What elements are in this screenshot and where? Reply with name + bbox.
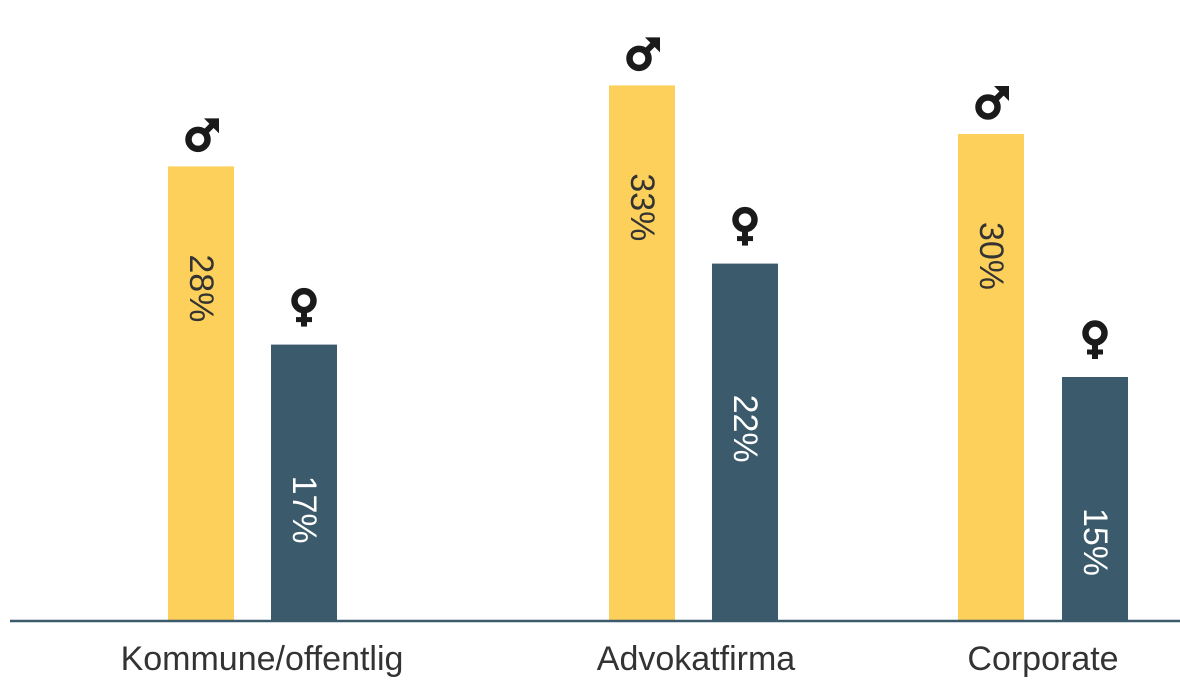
value-labels-group: 28% 17% 33% 22% 30% 15%	[182, 173, 1114, 576]
bar-kommune-offentlig-female	[271, 344, 337, 620]
value-label-kommune-offentlig-female: 17%	[285, 476, 323, 544]
category-label: Advokatfirma	[597, 640, 795, 678]
male-symbol-icon-kommune-offentlig	[185, 118, 219, 153]
female-symbol-icon-kommune-offentlig	[291, 287, 317, 327]
gender-symbols-group	[185, 37, 1108, 359]
bar-kommune-offentlig-male	[168, 166, 234, 620]
female-symbol-icon-advokatfirma	[732, 206, 758, 246]
value-label-corporate-male: 30%	[972, 222, 1010, 290]
bar-advokatfirma-male	[609, 85, 675, 620]
value-label-advokatfirma-male: 33%	[623, 173, 661, 241]
bar-corporate-female	[1062, 377, 1128, 620]
value-label-advokatfirma-female: 22%	[726, 395, 764, 463]
male-symbol-icon-advokatfirma	[626, 37, 660, 72]
bars-group	[168, 85, 1128, 620]
value-label-corporate-female: 15%	[1076, 508, 1114, 576]
bar-advokatfirma-female	[712, 263, 778, 620]
bar-corporate-male	[958, 134, 1024, 620]
category-label: Corporate	[967, 640, 1118, 678]
category-label: Kommune/offentlig	[121, 640, 404, 678]
male-symbol-icon-corporate	[975, 86, 1009, 120]
female-symbol-icon-corporate	[1082, 320, 1108, 359]
value-label-kommune-offentlig-male: 28%	[182, 254, 220, 322]
category-labels-group: Kommune/offentlig Advokatfirma Corporate	[121, 640, 1119, 678]
